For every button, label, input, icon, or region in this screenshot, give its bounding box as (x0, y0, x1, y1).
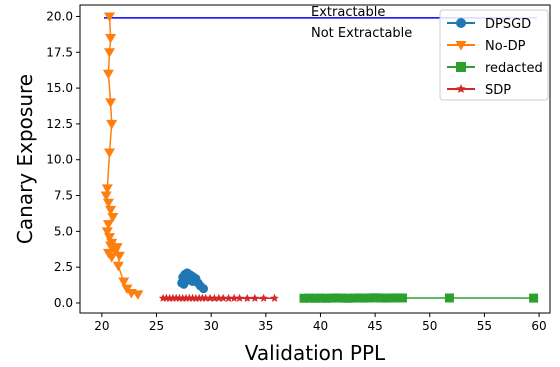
legend-marker-redacted (456, 62, 466, 72)
data-point-sdp (235, 293, 244, 302)
y-tick-label: 17.5 (46, 45, 73, 59)
data-point-no-dp (111, 243, 123, 253)
y-axis-label: Canary Exposure (13, 74, 37, 244)
x-tick-label: 40 (313, 319, 328, 333)
legend-label-no-dp: No-DP (485, 39, 526, 54)
data-point-no-dp (104, 148, 116, 159)
legend-label-sdp: SDP (485, 83, 511, 98)
data-point-sdp (270, 293, 279, 302)
x-tick-label: 20 (94, 319, 109, 333)
data-point-sdp (224, 293, 233, 303)
x-tick-label: 60 (531, 319, 546, 333)
data-point-no-dp (132, 290, 144, 300)
data-point-no-dp (112, 261, 124, 272)
x-tick-label: 35 (258, 319, 273, 333)
data-point-sdp (218, 293, 228, 302)
data-point-redacted (310, 293, 320, 303)
x-tick-label: 25 (149, 319, 164, 333)
x-axis: 20 25 30 35 40 45 50 55 60 (94, 313, 547, 333)
data-point-no-dp (106, 119, 118, 130)
data-point-redacted (348, 293, 358, 303)
data-point-sdp (250, 293, 260, 302)
data-point-no-dp (102, 69, 114, 80)
x-axis-label: Validation PPL (245, 341, 386, 365)
data-point-no-dp (101, 184, 113, 194)
data-point-redacted (343, 293, 353, 303)
data-point-redacted (365, 293, 375, 303)
data-point-no-dp (101, 227, 113, 237)
x-tick-label: 55 (477, 319, 492, 333)
data-point-redacted (444, 293, 454, 303)
data-point-no-dp (105, 205, 117, 216)
data-point-redacted (332, 293, 342, 303)
not-extractable-label: Not Extractable (311, 26, 412, 41)
legend-box (439, 9, 549, 101)
data-point-redacted (387, 293, 397, 303)
legend: DPSGD No-DP redacted SDP (439, 9, 549, 101)
x-tick-label: 30 (204, 319, 219, 333)
data-point-redacted (305, 293, 315, 303)
data-point-redacted (376, 293, 386, 303)
data-point-sdp (214, 293, 224, 302)
data-point-sdp (210, 293, 219, 303)
y-tick-label: 7.5 (54, 189, 73, 203)
data-point-no-dp (102, 198, 114, 209)
series-layer (100, 12, 539, 303)
data-point-sdp (242, 293, 252, 303)
data-point-no-dp (107, 213, 119, 223)
data-point-redacted (370, 293, 380, 303)
series-sdp (158, 293, 279, 303)
x-tick-label: 45 (367, 319, 382, 333)
data-point-no-dp (113, 251, 125, 262)
y-tick-label: 10.0 (46, 153, 73, 167)
data-point-sdp (229, 293, 239, 302)
y-tick-label: 12.5 (46, 117, 73, 131)
data-point-sdp (205, 293, 215, 302)
data-point-no-dp (102, 220, 114, 230)
data-point-sdp (259, 293, 268, 302)
data-point-redacted (392, 293, 402, 303)
series-dpsgd (177, 268, 209, 294)
data-point-redacted (354, 293, 364, 303)
data-point-no-dp (118, 277, 130, 287)
data-point-no-dp (104, 48, 116, 58)
y-tick-label: 15.0 (46, 81, 73, 95)
series-redacted (299, 293, 539, 303)
data-point-redacted (359, 293, 369, 303)
y-tick-label: 5.0 (54, 224, 73, 238)
data-point-dpsgd (179, 279, 189, 289)
y-tick-label: 20.0 (46, 9, 73, 23)
series-no-dp (100, 12, 144, 300)
x-tick-label: 50 (422, 319, 437, 333)
data-point-no-dp (100, 191, 112, 202)
data-point-no-dp (104, 233, 116, 243)
data-point-redacted (315, 293, 325, 303)
data-point-dpsgd (199, 284, 209, 294)
legend-label-redacted: redacted (485, 61, 543, 76)
data-point-no-dp (105, 33, 117, 44)
legend-marker-dpsgd (456, 18, 466, 28)
data-point-redacted (299, 293, 309, 303)
data-point-no-dp (105, 98, 117, 108)
plot-frame (79, 4, 551, 314)
data-point-redacted (326, 293, 336, 303)
y-axis: 0.0 2.5 5.0 7.5 10.0 12.5 15.0 17.5 20.0 (46, 9, 80, 310)
data-point-redacted (337, 293, 347, 303)
data-point-sdp (201, 293, 210, 302)
legend-marker-no-dp (455, 41, 467, 51)
data-point-redacted (397, 293, 407, 303)
legend-label-dpsgd: DPSGD (485, 17, 531, 32)
data-point-no-dp (104, 12, 116, 22)
data-point-redacted (321, 293, 331, 303)
extractable-label: Extractable (311, 5, 385, 20)
y-tick-label: 0.0 (54, 296, 73, 310)
data-point-redacted (381, 293, 391, 303)
y-tick-label: 2.5 (54, 260, 73, 274)
legend-marker-sdp (456, 84, 466, 94)
data-point-redacted (529, 293, 539, 303)
